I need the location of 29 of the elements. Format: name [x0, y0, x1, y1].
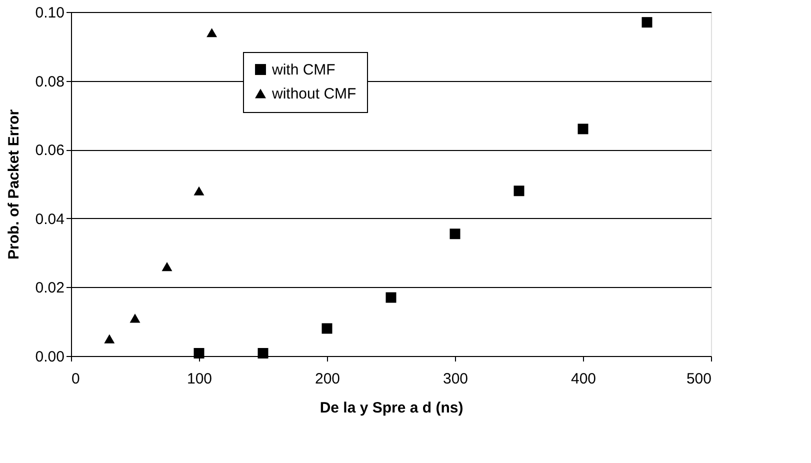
x-tick-label: 0	[72, 370, 80, 388]
point	[258, 348, 268, 358]
y-tick-label: 0.04	[35, 210, 64, 228]
y-axis-title: Prob. of Packet Error	[5, 109, 22, 260]
point	[206, 28, 218, 38]
point	[194, 348, 204, 358]
point	[514, 186, 524, 196]
y-tick-label: 0.08	[35, 73, 64, 90]
x-tick-label: 500	[686, 370, 712, 388]
x-tick-label: 300	[442, 370, 468, 388]
point	[162, 262, 172, 272]
point	[104, 334, 115, 344]
point	[642, 17, 652, 28]
x-tick-label: 100	[186, 370, 212, 388]
y-tick-label: 0.02	[35, 280, 64, 297]
y-tick-label: 0.06	[35, 142, 64, 160]
y-tick-label: 0.00	[35, 348, 64, 366]
x-tick-label: 400	[570, 370, 596, 388]
point	[130, 314, 140, 323]
y-tick-label: 0.10	[35, 4, 64, 22]
point	[450, 228, 460, 240]
legend-label: without CMF	[271, 86, 356, 102]
legend-label: with CMF	[271, 62, 336, 78]
x-tick-label: 200	[314, 370, 340, 388]
point	[194, 186, 204, 196]
point	[386, 292, 396, 303]
x-axis-title: De la y Spre a d (ns)	[320, 400, 464, 416]
point	[578, 124, 588, 134]
point	[322, 323, 332, 334]
